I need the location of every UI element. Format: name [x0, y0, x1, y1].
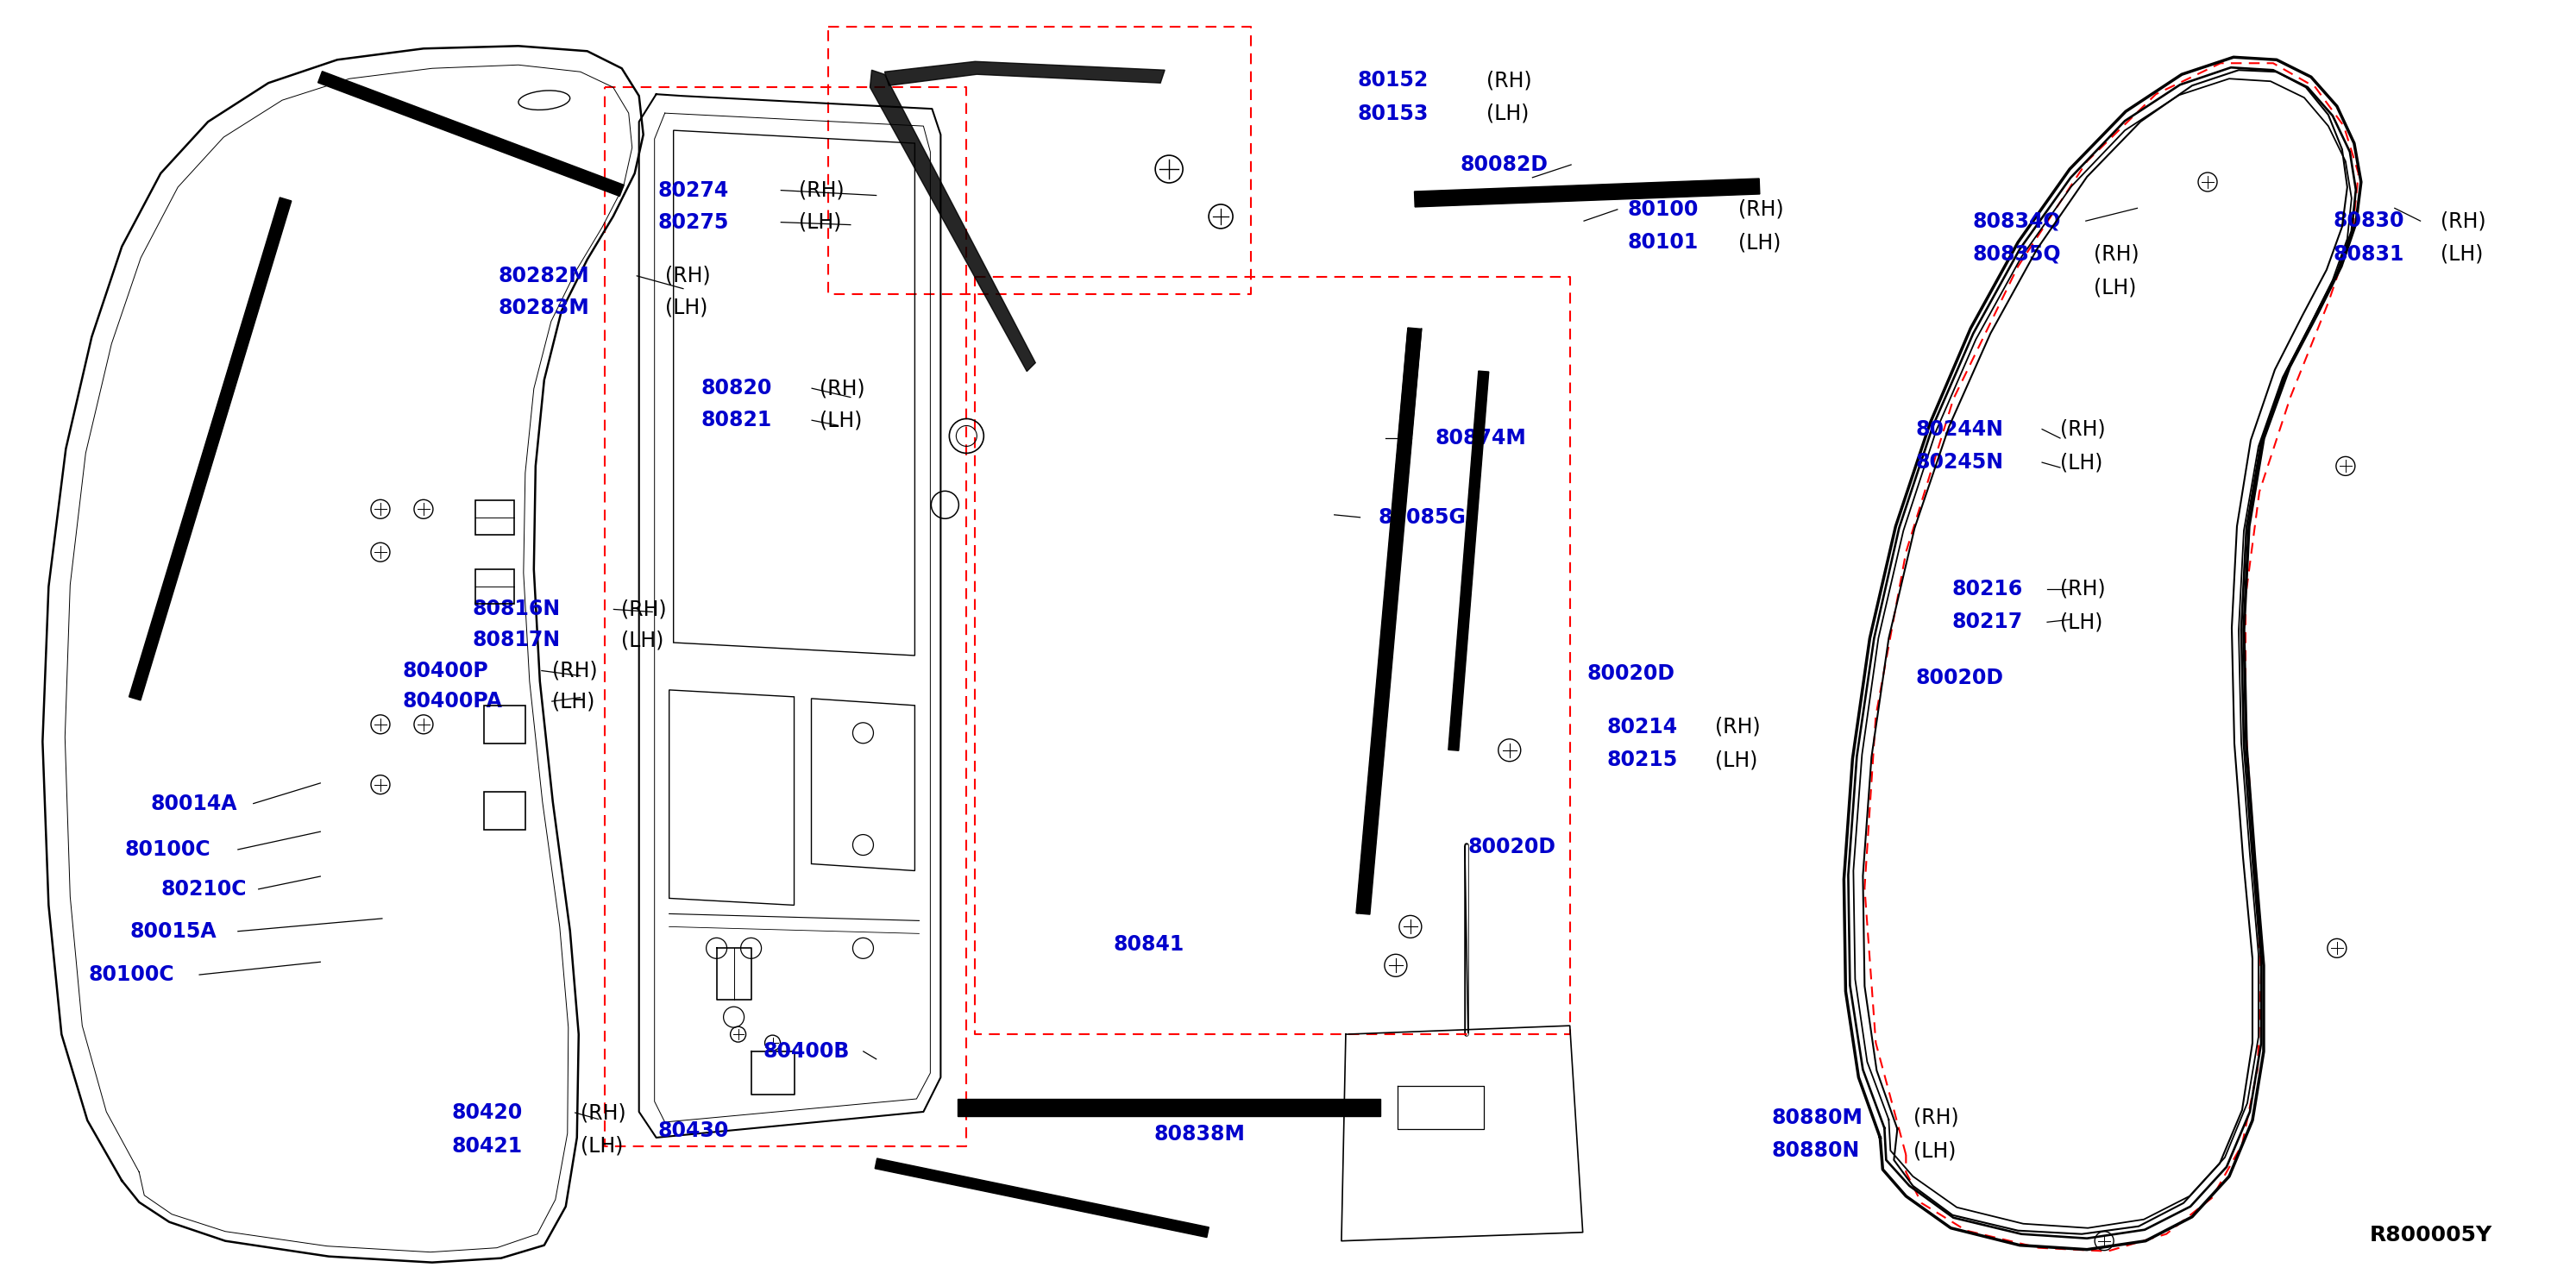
Text: (RH): (RH) — [1486, 70, 1533, 91]
Text: 80020D: 80020D — [1468, 837, 1556, 858]
Text: 80400PA: 80400PA — [402, 691, 502, 712]
Text: (LH): (LH) — [799, 212, 842, 233]
Text: (LH): (LH) — [1739, 232, 1780, 253]
Text: (RH): (RH) — [2442, 211, 2486, 232]
Text: (LH): (LH) — [2061, 452, 2102, 472]
Text: 80014A: 80014A — [149, 794, 237, 814]
Text: (RH): (RH) — [2094, 243, 2138, 265]
Text: 80244N: 80244N — [1917, 419, 2004, 439]
Text: 80400B: 80400B — [762, 1041, 850, 1061]
Polygon shape — [129, 197, 291, 700]
Text: 80817N: 80817N — [471, 630, 559, 650]
Text: (RH): (RH) — [2061, 579, 2105, 599]
Text: 80101: 80101 — [1628, 232, 1698, 253]
Text: (LH): (LH) — [580, 1135, 623, 1156]
Text: 80215: 80215 — [1607, 750, 1677, 771]
Text: 80275: 80275 — [657, 212, 729, 233]
Text: (LH): (LH) — [819, 410, 863, 430]
Polygon shape — [876, 1158, 1208, 1238]
Text: 80835Q: 80835Q — [1973, 243, 2061, 265]
Text: (RH): (RH) — [2061, 419, 2105, 439]
Text: 80282M: 80282M — [497, 265, 590, 287]
Text: (RH): (RH) — [819, 378, 866, 398]
Polygon shape — [1448, 371, 1489, 750]
Text: (LH): (LH) — [1914, 1140, 1955, 1161]
Text: 80274: 80274 — [657, 180, 729, 201]
Text: 80020D: 80020D — [1917, 668, 2004, 689]
Text: (LH): (LH) — [621, 630, 665, 650]
Text: (RH): (RH) — [580, 1102, 626, 1123]
Text: 80214: 80214 — [1607, 717, 1677, 737]
Text: (LH): (LH) — [1486, 104, 1528, 124]
Text: 80830: 80830 — [2334, 211, 2403, 232]
Polygon shape — [1414, 178, 1759, 207]
Text: (RH): (RH) — [665, 265, 711, 287]
Text: 80816N: 80816N — [471, 599, 559, 620]
Text: 80400P: 80400P — [402, 660, 489, 681]
Polygon shape — [317, 72, 623, 196]
Text: 80245N: 80245N — [1917, 452, 2004, 472]
Text: (LH): (LH) — [551, 691, 595, 712]
Text: 80283M: 80283M — [497, 297, 590, 319]
Text: (LH): (LH) — [1716, 750, 1757, 771]
Text: (LH): (LH) — [2094, 276, 2136, 298]
Text: 80831: 80831 — [2334, 243, 2403, 265]
Text: 80015A: 80015A — [129, 920, 216, 942]
Text: 80153: 80153 — [1358, 104, 1430, 124]
Polygon shape — [958, 1098, 1381, 1116]
Text: 80100C: 80100C — [88, 964, 175, 986]
Text: 80210C: 80210C — [160, 879, 247, 900]
Polygon shape — [871, 70, 1036, 371]
Text: 80082D: 80082D — [1461, 155, 1548, 175]
Text: 80421: 80421 — [451, 1135, 523, 1156]
Text: 80420: 80420 — [451, 1102, 523, 1123]
Polygon shape — [1355, 328, 1422, 914]
Text: 80217: 80217 — [1953, 612, 2022, 632]
Text: 80020D: 80020D — [1587, 663, 1674, 684]
Text: 80216: 80216 — [1953, 579, 2022, 599]
Text: 80880M: 80880M — [1772, 1107, 1862, 1128]
Text: (RH): (RH) — [621, 599, 667, 620]
Text: 80085G: 80085G — [1378, 507, 1466, 527]
Text: (LH): (LH) — [665, 297, 708, 319]
Text: 80430: 80430 — [657, 1120, 729, 1140]
Text: (RH): (RH) — [551, 660, 598, 681]
Text: (RH): (RH) — [799, 180, 845, 201]
Text: 80100C: 80100C — [124, 840, 211, 860]
Text: 80841: 80841 — [1113, 933, 1185, 955]
Text: 80880N: 80880N — [1772, 1140, 1860, 1161]
Polygon shape — [884, 61, 1164, 86]
Text: (RH): (RH) — [1716, 717, 1759, 737]
Text: (RH): (RH) — [1739, 200, 1783, 220]
Text: (LH): (LH) — [2442, 243, 2483, 265]
Text: 80838M: 80838M — [1154, 1124, 1247, 1144]
Text: 80834Q: 80834Q — [1973, 211, 2061, 232]
Text: (RH): (RH) — [1914, 1107, 1958, 1128]
Text: 80874M: 80874M — [1435, 428, 1525, 448]
Text: 80152: 80152 — [1358, 70, 1430, 91]
Text: R800005Y: R800005Y — [2370, 1225, 2494, 1245]
Text: 80100: 80100 — [1628, 200, 1698, 220]
Text: 80821: 80821 — [701, 410, 773, 430]
Text: (LH): (LH) — [2061, 612, 2102, 632]
Text: 80820: 80820 — [701, 378, 773, 398]
